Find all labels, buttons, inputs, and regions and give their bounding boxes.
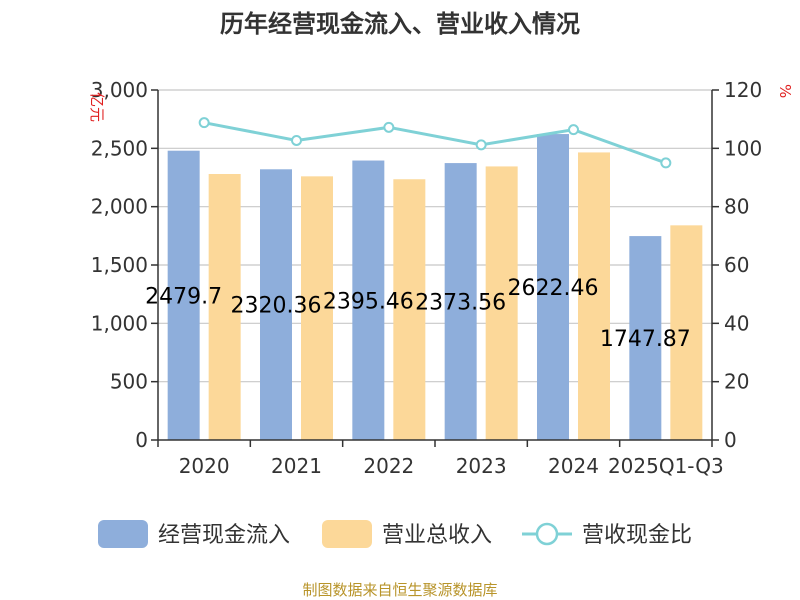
right-tick-label: 80: [724, 195, 749, 219]
left-axis-unit: 亿元: [88, 92, 106, 122]
ratio-point: [198, 117, 210, 129]
legend-label: 营业总收入: [382, 523, 492, 548]
right-tick-label: 0: [724, 428, 737, 452]
x-tick-label: 2023: [456, 454, 507, 478]
bar-value-label: 2373.56: [415, 291, 506, 316]
source-note: 制图数据来自恒生聚源数据库: [302, 581, 497, 599]
ratio-point: [383, 121, 395, 133]
x-tick-label: 2025Q1-Q3: [608, 454, 724, 478]
axes: 0 500 1,000 1,500 2,000 2,500 3,000 0 20 40 60 80 10…: [88, 78, 794, 478]
bars: [167, 134, 703, 441]
bar-value-label: 2395.46: [323, 289, 414, 314]
revenue-bar: [301, 176, 333, 441]
right-tick-label: 120: [724, 78, 762, 102]
left-tick-label: 2,000: [91, 195, 148, 219]
left-tick-label: 3,000: [91, 78, 148, 102]
right-tick-label: 20: [724, 370, 749, 394]
x-tick-label: 2021: [271, 454, 322, 478]
left-tick-label: 0: [135, 428, 148, 452]
left-tick-label: 2,500: [91, 136, 148, 160]
revenue-bar: [393, 179, 426, 440]
left-tick-label: 1,000: [91, 311, 148, 335]
cash-inflow-bar: [352, 160, 385, 440]
cash-inflow-bar: [444, 163, 477, 441]
ratio-line-path: [203, 121, 667, 165]
legend: 经营现金流入 营业总收入 营收现金比: [98, 520, 692, 548]
x-tick-label: 2024: [548, 454, 599, 478]
gridlines: [158, 89, 712, 383]
revenue-bar: [578, 152, 610, 440]
left-tick-label: 500: [110, 370, 148, 394]
right-tick-label: 100: [724, 136, 762, 160]
x-tick-label: 2022: [363, 454, 414, 478]
ratio-point: [568, 124, 579, 136]
legend-label: 营收现金比: [582, 523, 692, 548]
cash-inflow-bar: [537, 134, 569, 440]
right-tick-label: 60: [724, 253, 749, 277]
legend-marker: [535, 522, 559, 546]
ratio-point: [475, 139, 487, 151]
ratio-point: [660, 157, 672, 169]
bar-value-label: 2479.7: [145, 284, 222, 309]
legend-label: 经营现金流入: [158, 523, 290, 548]
bar-value-label: 2622.46: [508, 276, 599, 301]
ratio-point: [291, 134, 302, 146]
revenue-bar: [208, 174, 241, 440]
revenue-bar: [485, 166, 518, 440]
cash-inflow-bar: [629, 236, 662, 440]
legend-swatch: [98, 520, 148, 548]
cash-inflow-bar: [260, 169, 292, 441]
legend-swatch: [322, 520, 372, 548]
bar-value-label: 2320.36: [231, 294, 322, 319]
cash-inflow-bar: [167, 150, 200, 440]
x-tick-label: 2020: [179, 454, 230, 478]
ratio-line: [198, 117, 672, 169]
bar-value-label: 1747.87: [600, 327, 691, 352]
revenue-bar: [670, 225, 703, 440]
left-tick-label: 1,500: [91, 253, 148, 277]
chart-title: 历年经营现金流入、营业收入情况: [220, 10, 580, 38]
right-axis-unit: %: [776, 84, 794, 98]
right-tick-label: 40: [724, 311, 749, 335]
